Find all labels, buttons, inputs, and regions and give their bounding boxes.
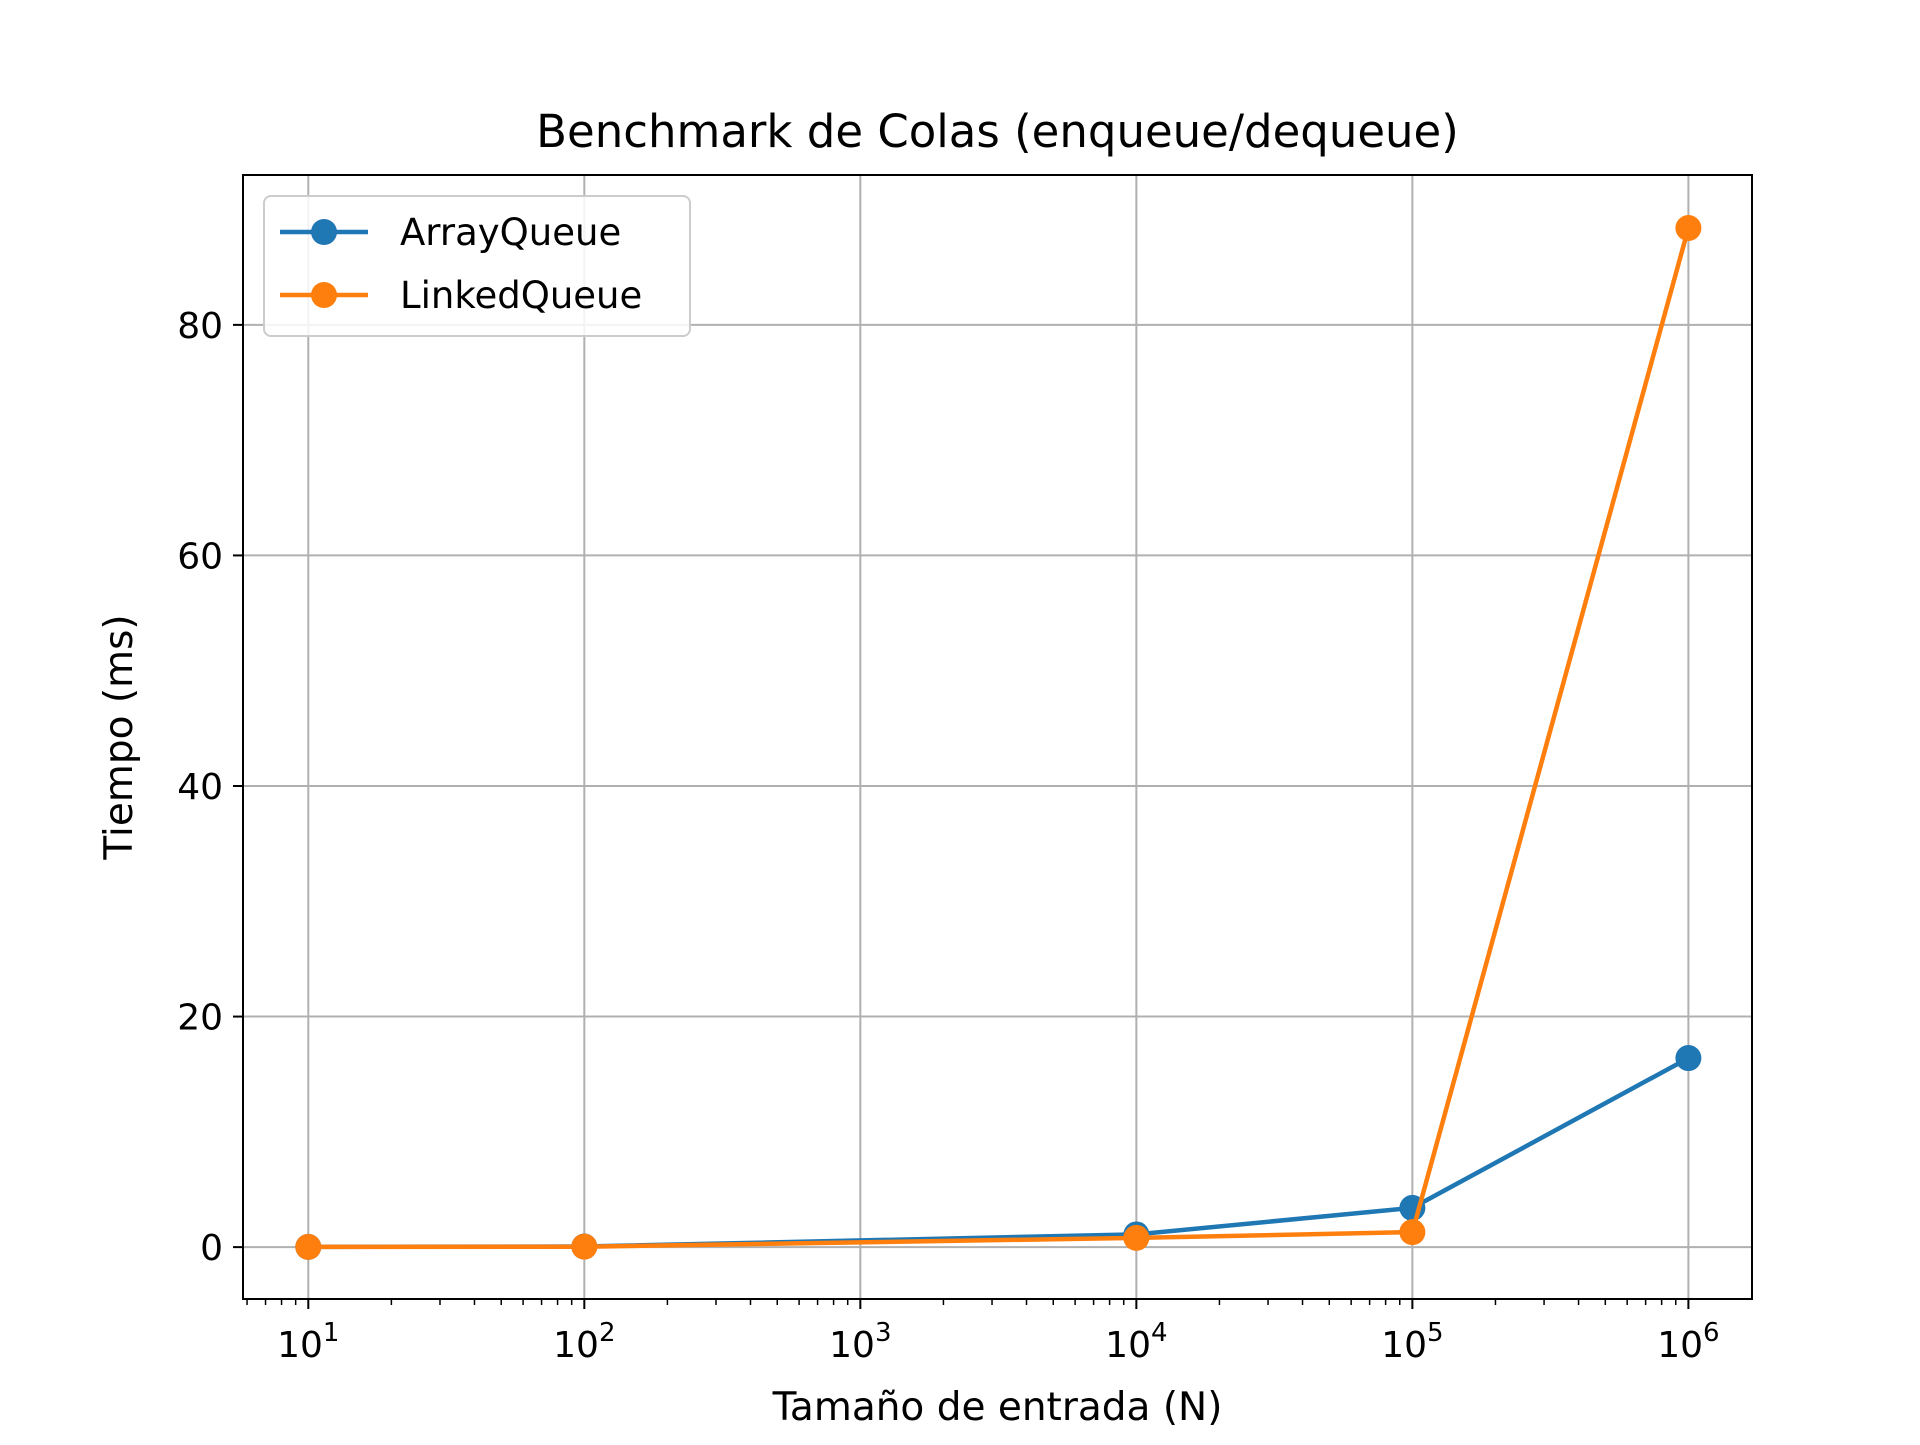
x-tick-label: 102: [553, 1318, 615, 1366]
plot-area-frame: [242, 174, 1753, 1300]
legend-label: ArrayQueue: [400, 211, 621, 254]
y-tick-label: 20: [177, 998, 223, 1039]
y-tick-label: 80: [177, 306, 223, 347]
x-axis-label: Tamaño de entrada (N): [772, 1385, 1223, 1430]
legend-box: [263, 195, 691, 337]
series-line: [308, 1056, 1690, 1250]
legend-marker: [311, 282, 337, 308]
axis-ticks: 0 20 40 60 80 101 102 103 104 105 106: [177, 306, 1719, 1366]
chart-title: Benchmark de Colas (enqueue/dequeue): [536, 105, 1459, 158]
legend-label: LinkedQueue: [400, 274, 642, 317]
legend-marker: [311, 219, 337, 245]
x-tick-label: 105: [1381, 1318, 1443, 1366]
y-tick-label: 60: [177, 536, 223, 577]
y-tick-label: 40: [177, 767, 223, 808]
x-tick-label: 106: [1657, 1318, 1719, 1366]
series-line: [308, 227, 1691, 1250]
y-tick-label: 0: [200, 1228, 223, 1269]
series-group: [295, 215, 1702, 1260]
x-tick-label: 104: [1105, 1318, 1167, 1366]
data-point: [295, 1233, 322, 1260]
data-point: [571, 1233, 598, 1260]
y-axis-label: Tiempo (ms): [97, 614, 142, 860]
data-point: [1123, 1224, 1150, 1251]
grid: [243, 175, 1752, 1299]
x-tick-label: 101: [277, 1318, 339, 1366]
legend: ArrayQueue LinkedQueue: [263, 195, 691, 337]
data-point: [1675, 215, 1702, 242]
data-point: [1675, 1045, 1702, 1072]
data-point: [1399, 1219, 1426, 1246]
x-tick-label: 103: [829, 1318, 891, 1366]
